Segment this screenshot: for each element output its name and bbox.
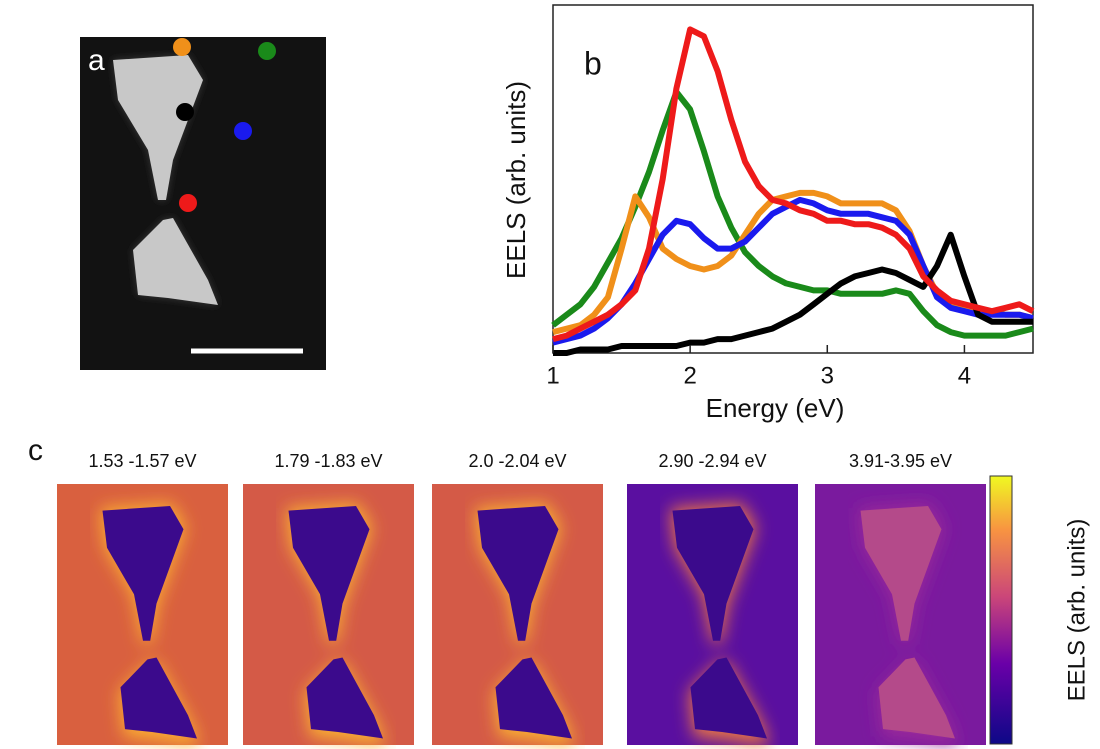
y-axis-label: EELS (arb. units) <box>501 81 531 279</box>
colorbar-label: EELS (arb. units) <box>1063 519 1090 702</box>
spectrum-line <box>553 231 1033 356</box>
plot-frame <box>552 4 1034 354</box>
map-title: 1.79 -1.83 eV <box>274 451 382 471</box>
spectrum-line <box>552 26 1035 343</box>
eels-maps: 1.53 -1.57 eV 1.79 -1.83 eV 2.0 -2.04 eV 2.… <box>57 451 986 747</box>
x-tick-label: 4 <box>958 362 971 389</box>
panel-label: b <box>584 45 602 81</box>
x-tick-label: 2 <box>683 362 696 389</box>
map-title: 3.91-3.95 eV <box>849 451 952 471</box>
panel-a-image <box>80 37 326 370</box>
spectrum-line <box>552 196 1034 346</box>
map-title: 1.53 -1.57 eV <box>88 451 196 471</box>
map-title: 2.0 -2.04 eV <box>468 451 566 471</box>
x-axis-label: Energy (eV) <box>706 393 845 423</box>
panel-label: a <box>88 44 105 77</box>
map-title: 2.90 -2.94 eV <box>658 451 766 471</box>
x-tick-label: 3 <box>821 362 834 389</box>
spectrum-line <box>552 189 1034 336</box>
plot-area <box>551 26 1035 356</box>
x-tick-label: 1 <box>546 362 559 389</box>
panel-label: c <box>28 434 43 467</box>
colorbar <box>989 475 1013 745</box>
